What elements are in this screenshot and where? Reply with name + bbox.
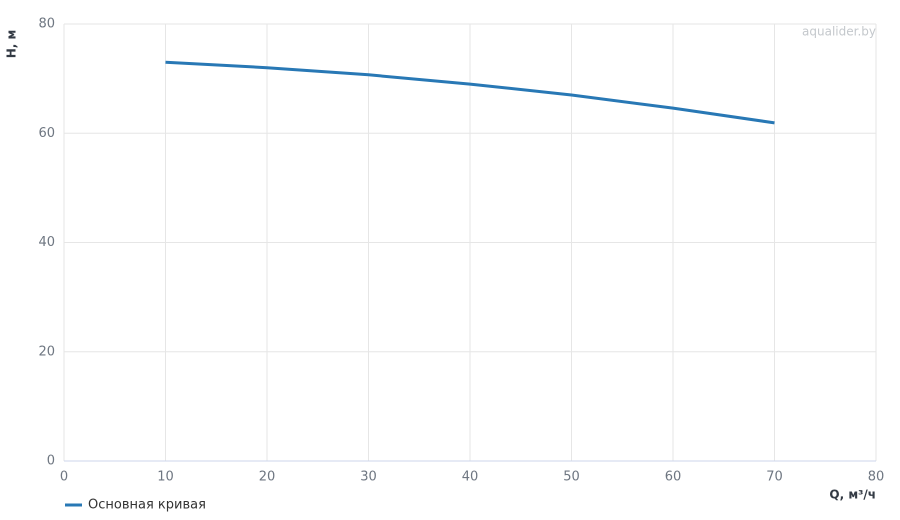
y-tick-label: 20 [38,344,55,359]
x-tick-label: 10 [157,470,174,485]
x-tick-label: 0 [60,470,68,485]
y-tick-label: 40 [38,235,55,250]
y-tick-label: 60 [38,126,55,141]
x-axis-title: Q, м³/ч [829,488,876,502]
line [165,60,775,125]
y-tick-label: 80 [38,17,55,32]
x-tick-label: 70 [766,470,783,485]
x-tick-label: 20 [259,470,276,485]
x-tick-label: 30 [360,470,377,485]
x-tick-label: 60 [665,470,682,485]
x-tick-label: 40 [462,470,479,485]
y-axis-title: H, м [5,30,19,59]
watermark: aqualider.by [802,25,876,39]
x-tick-label: 50 [563,470,580,485]
y-tick-label: 0 [47,454,55,469]
x-tick-label: 80 [868,470,885,485]
legend-label: Основная кривая [88,498,206,513]
